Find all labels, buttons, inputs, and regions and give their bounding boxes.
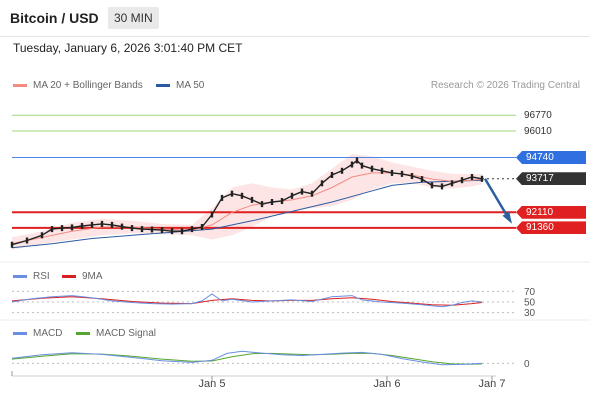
macd-tick-label: 0: [524, 359, 530, 370]
legend-ma9: 9MA: [62, 271, 103, 283]
price-candle: [450, 180, 454, 187]
price-candle: [330, 172, 334, 178]
price-candle: [160, 227, 164, 234]
price-candle: [440, 183, 444, 190]
datetime-label: Tuesday, January 6, 2026 3:01:40 PM CET: [13, 41, 243, 55]
price-candle: [310, 190, 314, 197]
price-candle: [470, 174, 474, 180]
price-candle: [260, 201, 264, 208]
price-label-96010: 96010: [516, 124, 586, 138]
price-candle: [240, 192, 244, 199]
price-candle: [355, 157, 359, 164]
price-candle: [340, 167, 344, 174]
x-tick-label: Jan 6: [374, 378, 401, 390]
price-candle: [430, 182, 434, 189]
legend-macd: MACD: [13, 328, 62, 340]
legend-rsi-label: RSI: [33, 271, 50, 282]
price-candle: [410, 173, 414, 179]
price-candle: [320, 180, 324, 187]
legend-macd-signal-label: MACD Signal: [96, 328, 157, 339]
price-candle: [130, 225, 134, 232]
price-candle: [480, 175, 484, 182]
price-candle: [10, 241, 14, 248]
macd-swatch: [13, 331, 27, 335]
price-candle: [70, 224, 74, 231]
price-candle: [390, 169, 394, 176]
legend-rsi: RSI: [13, 271, 50, 283]
price-candle: [200, 224, 204, 230]
price-candle: [210, 211, 214, 218]
price-candle: [270, 199, 274, 205]
legend-ma50: MA 50: [156, 80, 204, 92]
price-candle: [280, 198, 284, 204]
price-label-92110: 92110: [516, 205, 586, 219]
price-candle: [380, 167, 384, 174]
price-candle: [110, 221, 114, 228]
rsi-tick-label: 50: [524, 298, 536, 309]
price-candle: [80, 223, 84, 229]
x-tick-label: Jan 7: [479, 378, 506, 390]
price-candle: [170, 228, 174, 235]
price-candle: [350, 161, 354, 168]
price-candle: [420, 176, 424, 183]
rsi-tick-label: 30: [524, 308, 536, 319]
price-candle: [370, 165, 374, 172]
price-candle: [100, 220, 104, 227]
price-candle: [290, 192, 294, 199]
price-candle: [400, 170, 404, 177]
legend-ma9-label: 9MA: [82, 271, 103, 282]
rsi-swatch: [13, 274, 27, 278]
macd-signal-swatch: [76, 331, 90, 335]
x-tick-label: Jan 5: [199, 378, 226, 390]
ma20-swatch: [13, 83, 27, 87]
price-label-96770: 96770: [516, 108, 586, 122]
ma50-swatch: [156, 83, 170, 87]
ma50-line: [11, 179, 483, 249]
price-candle: [190, 226, 194, 233]
price-candle: [220, 194, 224, 201]
price-line: [11, 159, 483, 246]
macd-line: [11, 350, 483, 366]
header-bar: Bitcoin / USD 30 MIN: [0, 0, 590, 37]
research-credit: Research © 2026 Trading Central: [430, 80, 580, 91]
ma9-swatch: [62, 274, 76, 278]
legend-macd-signal: MACD Signal: [76, 328, 156, 340]
price-candle: [150, 226, 154, 233]
price-candle: [50, 226, 54, 233]
price-candle: [90, 221, 94, 228]
legend-ma20: MA 20 + Bollinger Bands: [13, 80, 143, 92]
price-label-94740: 94740: [516, 150, 586, 164]
forecast-arrow-head: [502, 211, 512, 224]
bollinger-band-area: [12, 154, 482, 250]
legend-ma20-label: MA 20 + Bollinger Bands: [33, 80, 143, 91]
price-candle: [25, 237, 29, 244]
price-candle: [360, 162, 364, 169]
forecast-arrow-shaft: [483, 178, 512, 222]
price-candle: [250, 196, 254, 203]
price-candle: [460, 177, 464, 184]
rsi-tick-label: 70: [524, 287, 536, 298]
price-candle: [120, 223, 124, 230]
price-label-91360: 91360: [516, 221, 586, 235]
legend-ma50-label: MA 50: [176, 80, 205, 91]
rsi-line: [11, 293, 483, 308]
price-candle: [140, 226, 144, 233]
legend-macd-label: MACD: [33, 328, 63, 339]
price-candle: [180, 228, 184, 235]
price-candle: [300, 188, 304, 195]
price-candle: [230, 190, 234, 197]
macd-signal-line: [11, 352, 483, 365]
price-label-93717: 93717: [516, 172, 586, 186]
instrument-title: Bitcoin / USD: [10, 10, 99, 26]
price-candle: [40, 232, 44, 239]
timeframe-badge[interactable]: 30 MIN: [108, 7, 159, 29]
price-candle: [60, 225, 64, 232]
